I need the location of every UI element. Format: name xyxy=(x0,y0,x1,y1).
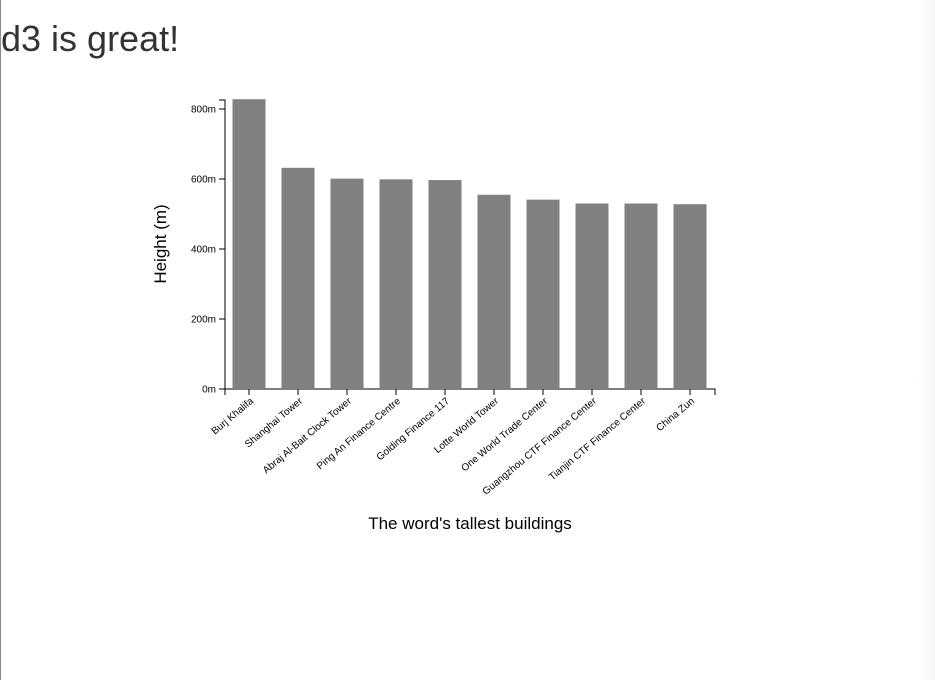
x-tick-label: Burj Khalifa xyxy=(210,396,257,438)
bar xyxy=(477,194,511,389)
bar xyxy=(281,167,315,389)
x-axis-label: The word's tallest buildings xyxy=(368,514,572,533)
x-axis-line xyxy=(224,388,716,395)
x-tick-label: Abraj Al-Bait Clock Tower xyxy=(261,395,354,476)
bar xyxy=(624,203,658,389)
y-tick-label: 0m xyxy=(202,385,216,396)
y-tick-label: 400m xyxy=(191,245,216,256)
y-tick-label: 200m xyxy=(191,315,216,326)
page-heading: d3 is great! xyxy=(1,18,180,59)
bar xyxy=(526,199,560,389)
y-axis-line xyxy=(219,99,226,390)
bar xyxy=(575,203,609,389)
y-tick-label: 600m xyxy=(191,175,216,186)
bar xyxy=(428,180,462,389)
x-tick-label: China Zun xyxy=(655,396,697,434)
y-axis-label: Height (m) xyxy=(151,204,170,283)
bar xyxy=(673,204,707,389)
bar xyxy=(232,99,266,389)
bars xyxy=(232,99,707,389)
x-tick-label: One World Trade Center xyxy=(460,395,551,474)
y-tick-label: 800m xyxy=(191,105,216,116)
x-tick-label: Tianjin CTF Finance Center xyxy=(547,395,648,483)
page-left-border xyxy=(0,0,1,680)
x-tick-label: Ping An Finance Centre xyxy=(315,396,403,473)
bar xyxy=(330,178,364,389)
y-axis: 0m 200m 400m 600m 800m xyxy=(191,99,226,396)
page-right-edge xyxy=(917,0,935,680)
bar xyxy=(379,179,413,389)
